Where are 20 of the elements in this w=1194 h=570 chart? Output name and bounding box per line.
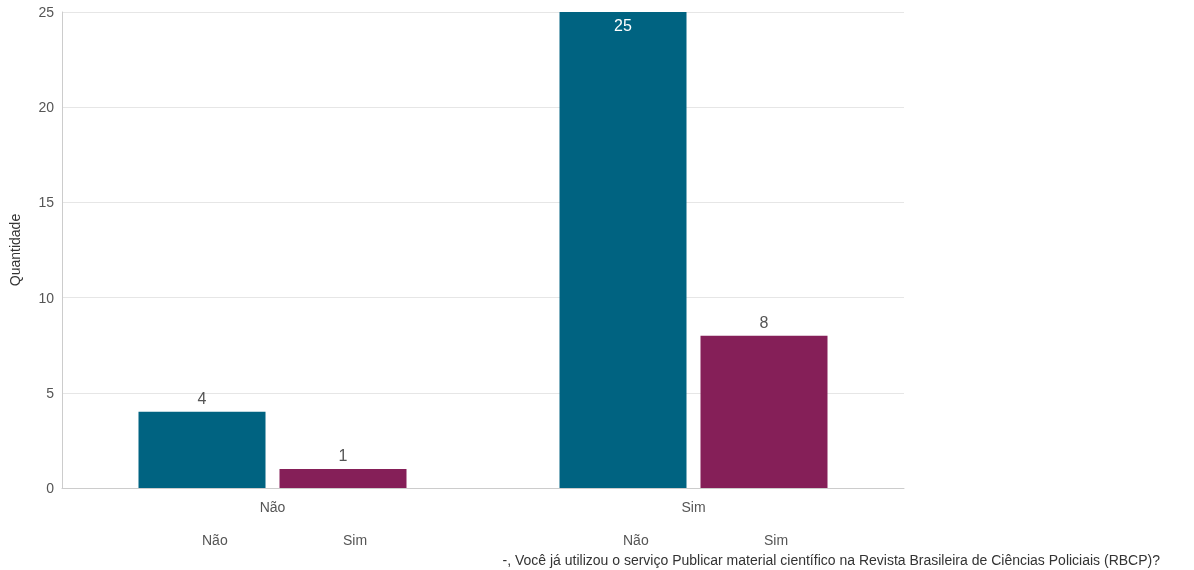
y-tick-label: 0 — [46, 480, 55, 496]
data-label: 1 — [338, 447, 348, 465]
bar — [700, 335, 828, 488]
data-label: 25 — [614, 16, 632, 34]
data-label: 8 — [759, 314, 769, 332]
y-tick-label: 5 — [46, 384, 55, 401]
y-tick-label: 15 — [38, 194, 55, 211]
bar — [279, 468, 407, 488]
text: Sim — [763, 532, 789, 548]
y-tick-label: 10 — [38, 289, 55, 306]
text: Sim — [342, 532, 368, 548]
bar — [138, 411, 266, 488]
y-axis-title: Quantidade — [7, 213, 23, 287]
x-axis-title: -, Você já utilizou o serviço Publicar material científico na Revista Brasileira de Ciências Policiais (RBCP)? — [502, 552, 1161, 568]
y-tick-label: 25 — [38, 4, 55, 20]
text: Não — [623, 532, 649, 548]
y-tick-label: 20 — [38, 99, 55, 116]
bar — [559, 12, 687, 488]
data-label: 4 — [197, 390, 207, 408]
text: Não — [202, 532, 228, 548]
